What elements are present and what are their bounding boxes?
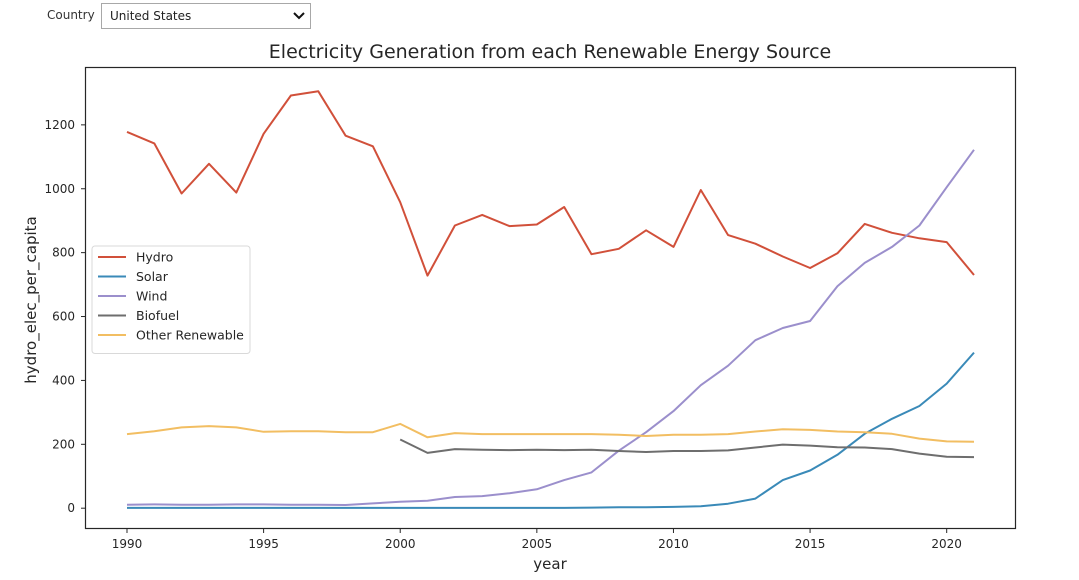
y-tick-label: 1000: [44, 182, 75, 196]
series-lines: [126, 90, 975, 509]
legend: Hydro Solar Wind Biofuel Other Renewable: [91, 245, 251, 354]
legend-label: Solar: [136, 269, 169, 284]
y-tick-label: 600: [52, 310, 75, 324]
x-tick-label: 1990: [112, 537, 143, 551]
legend-box: [91, 245, 251, 354]
y-axis-label: hydro_elec_per_capita: [22, 216, 41, 383]
y-tick-label: 0: [67, 501, 75, 515]
x-axis-label: year: [533, 555, 567, 573]
y-tick-label: 200: [52, 437, 75, 451]
y-tick-label: 800: [52, 246, 75, 260]
country-dropdown[interactable]: United States: [101, 3, 311, 29]
legend-label: Biofuel: [136, 308, 179, 323]
y-tick-label: 400: [52, 373, 75, 387]
x-tick-label: 2020: [931, 537, 962, 551]
x-tick-label: 2000: [385, 537, 416, 551]
country-selected-value: United States: [110, 9, 192, 23]
country-label: Country: [47, 8, 95, 22]
x-axis: 1990 1995 2000 2005 2010 2015 2020: [112, 528, 962, 551]
plot-frame: [84, 66, 1017, 530]
controls-bar: Country United States: [0, 0, 330, 34]
x-tick-label: 1995: [248, 537, 279, 551]
series-line-wind: [126, 149, 975, 506]
x-tick-label: 2005: [522, 537, 553, 551]
x-tick-label: 2010: [658, 537, 689, 551]
x-tick-label: 2015: [795, 537, 826, 551]
series-line-hydro: [126, 90, 975, 277]
y-tick-label: 1200: [44, 118, 75, 132]
series-line-other-renewable: [126, 422, 975, 443]
series-line-biofuel: [399, 438, 975, 459]
legend-label: Wind: [136, 289, 167, 304]
legend-label: Hydro: [136, 250, 173, 265]
y-axis: 0 200 400 600 800 1000 1200: [44, 118, 86, 515]
chevron-down-icon: [293, 12, 305, 20]
chart-title: Electricity Generation from each Renewab…: [269, 41, 831, 63]
legend-label: Other Renewable: [136, 328, 244, 343]
series-line-solar: [127, 351, 975, 509]
